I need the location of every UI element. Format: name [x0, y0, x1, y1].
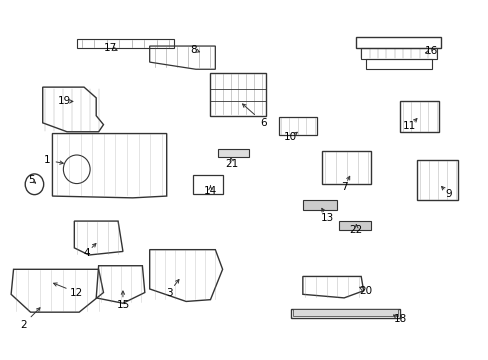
Text: 22: 22 — [349, 225, 362, 235]
Text: 15: 15 — [116, 300, 129, 310]
Text: 5: 5 — [28, 175, 35, 185]
Text: 4: 4 — [83, 248, 90, 258]
Text: 17: 17 — [104, 43, 117, 53]
Text: 12: 12 — [70, 288, 83, 297]
Text: 14: 14 — [203, 186, 217, 196]
Text: 6: 6 — [260, 118, 267, 128]
Text: 9: 9 — [445, 189, 451, 199]
Text: 19: 19 — [58, 96, 71, 107]
Text: 13: 13 — [320, 212, 333, 222]
Text: 20: 20 — [359, 286, 372, 296]
Polygon shape — [302, 200, 336, 210]
Text: 18: 18 — [393, 314, 406, 324]
Polygon shape — [339, 221, 370, 230]
Text: 8: 8 — [190, 45, 196, 55]
Text: 11: 11 — [403, 121, 416, 131]
Text: 7: 7 — [340, 182, 347, 192]
Text: 2: 2 — [20, 320, 26, 330]
Text: 21: 21 — [225, 159, 239, 169]
Text: 16: 16 — [424, 46, 437, 57]
Text: 1: 1 — [44, 156, 51, 165]
Polygon shape — [292, 309, 397, 316]
Polygon shape — [217, 149, 249, 157]
Text: 10: 10 — [284, 132, 297, 142]
Text: 3: 3 — [165, 288, 172, 297]
